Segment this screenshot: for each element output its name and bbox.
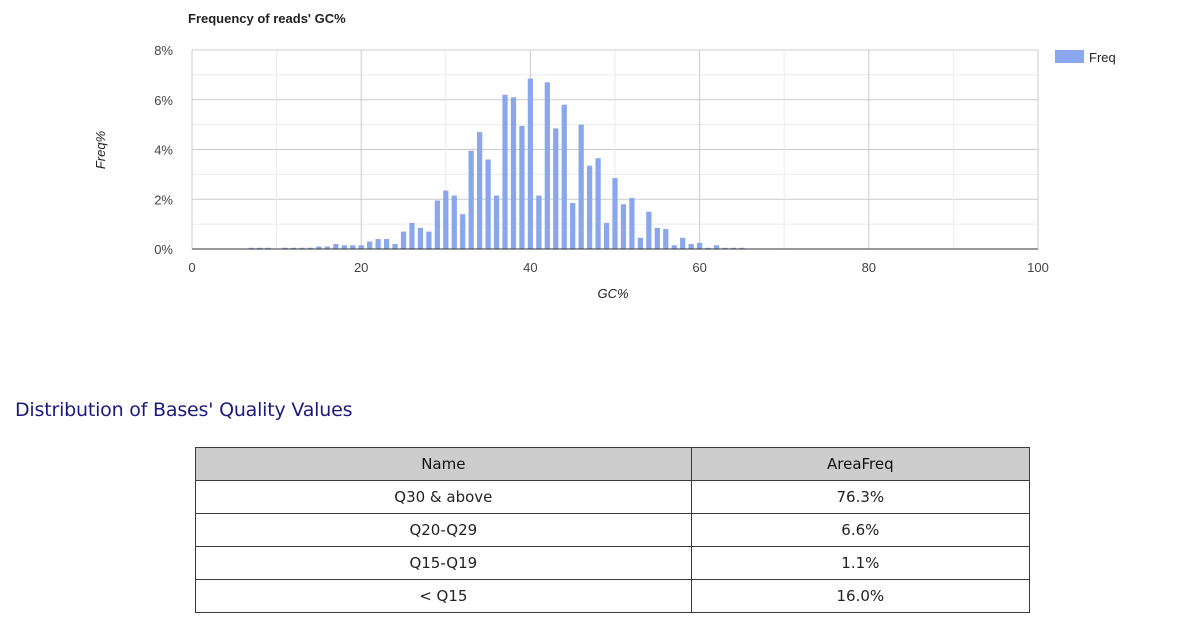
gc-bar <box>493 195 500 249</box>
gc-bar <box>637 237 644 249</box>
y-tick-label: 2% <box>154 192 173 207</box>
gc-bar <box>248 247 254 249</box>
table-row: Q15-Q19 1.1% <box>195 546 1031 580</box>
gc-bar <box>460 214 466 249</box>
gc-bar <box>324 246 330 249</box>
gc-bar <box>350 245 356 249</box>
gc-content-chart: Frequency of reads' GC% 0 20 40 60 80 100 0% 2… <box>93 11 1116 301</box>
gc-bar <box>527 78 534 249</box>
gc-bar <box>358 245 364 249</box>
gc-bar <box>265 247 271 249</box>
chart-bars <box>214 78 770 250</box>
x-tick-label: 80 <box>862 260 876 275</box>
gc-bar <box>696 242 703 249</box>
gc-bar <box>392 244 398 249</box>
table-row: Q20-Q29 6.6% <box>195 513 1031 547</box>
gc-bar <box>722 247 728 249</box>
gc-bar <box>502 94 508 250</box>
legend-label: Freq <box>1089 50 1116 65</box>
gc-bar <box>367 241 373 249</box>
gc-bar <box>612 178 618 249</box>
x-tick-label: 100 <box>1027 260 1049 275</box>
gc-bar <box>282 247 288 249</box>
gc-bar <box>536 195 542 249</box>
gc-bar <box>544 82 550 250</box>
gc-bar <box>646 211 652 249</box>
chart-title: Frequency of reads' GC% <box>188 11 346 26</box>
gc-bar <box>375 239 381 249</box>
table-row: Q30 & above 76.3% <box>195 480 1031 514</box>
gc-bar <box>257 247 263 249</box>
y-axis-label: Freq% <box>93 131 108 169</box>
x-tick-label: 20 <box>354 260 368 275</box>
gc-bar <box>341 245 347 249</box>
gc-bar <box>578 124 584 249</box>
gc-bar <box>485 159 491 249</box>
row-areafreq-cell: 16.0% <box>690 579 1031 613</box>
gc-bar <box>307 247 314 249</box>
x-tick-label: 60 <box>692 260 706 275</box>
x-tick-labels: 0 20 40 60 80 100 <box>188 260 1048 275</box>
gc-bar <box>417 227 424 249</box>
section-title: Distribution of Bases' Quality Values <box>15 399 353 421</box>
legend-swatch <box>1055 50 1084 63</box>
row-name-cell: < Q15 <box>195 579 692 613</box>
column-header-name: Name <box>195 447 692 481</box>
gc-bar <box>510 97 517 249</box>
gc-bar <box>519 125 525 249</box>
x-axis-label: GC% <box>597 286 628 301</box>
gc-bar <box>333 244 339 249</box>
chart-legend: Freq <box>1055 50 1116 65</box>
gc-bar <box>290 247 297 249</box>
row-name-cell: Q30 & above <box>195 480 692 514</box>
gc-bar <box>730 247 737 249</box>
gc-bar <box>620 204 627 249</box>
gc-bar <box>299 247 305 249</box>
gc-bar <box>451 195 457 249</box>
gc-bar <box>434 200 440 249</box>
y-tick-label: 6% <box>154 93 173 108</box>
row-areafreq-cell: 76.3% <box>690 480 1031 514</box>
gc-bar <box>586 165 593 249</box>
quality-table: Name AreaFreq Q30 & above 76.3% Q20-Q29 … <box>195 447 1031 613</box>
gc-bar <box>654 227 660 249</box>
gc-bar <box>570 202 576 249</box>
gc-bar <box>426 231 432 249</box>
gc-bar <box>603 222 610 249</box>
gc-bar <box>383 239 390 249</box>
gc-bar <box>705 247 711 249</box>
table-row: < Q15 16.0% <box>195 579 1031 613</box>
gc-bar <box>477 132 483 249</box>
gc-bar <box>688 244 694 249</box>
gc-bar <box>400 231 407 249</box>
gc-bar <box>316 246 322 249</box>
column-header-areafreq: AreaFreq <box>690 447 1031 481</box>
x-tick-label: 40 <box>523 260 537 275</box>
x-tick-label: 0 <box>188 260 195 275</box>
y-tick-label: 8% <box>154 43 173 58</box>
gc-bar <box>553 128 559 249</box>
y-tick-label: 4% <box>154 143 173 158</box>
gc-bar <box>713 245 720 249</box>
gc-bar <box>680 237 686 249</box>
y-tick-labels: 0% 2% 4% 6% 8% <box>154 43 173 257</box>
gc-bar <box>671 245 677 249</box>
gc-bar <box>629 198 635 249</box>
row-areafreq-cell: 6.6% <box>690 513 1031 547</box>
row-areafreq-cell: 1.1% <box>690 546 1031 580</box>
y-tick-label: 0% <box>154 242 173 257</box>
row-name-cell: Q15-Q19 <box>195 546 692 580</box>
gc-bar <box>443 190 449 249</box>
table-header-row: Name AreaFreq <box>195 447 1031 481</box>
gc-bar <box>409 222 415 249</box>
gc-bar <box>595 158 601 249</box>
gc-bar <box>663 229 669 249</box>
row-name-cell: Q20-Q29 <box>195 513 692 547</box>
gc-bar <box>739 247 745 249</box>
gc-bar <box>468 150 474 249</box>
gc-bar <box>561 104 567 249</box>
